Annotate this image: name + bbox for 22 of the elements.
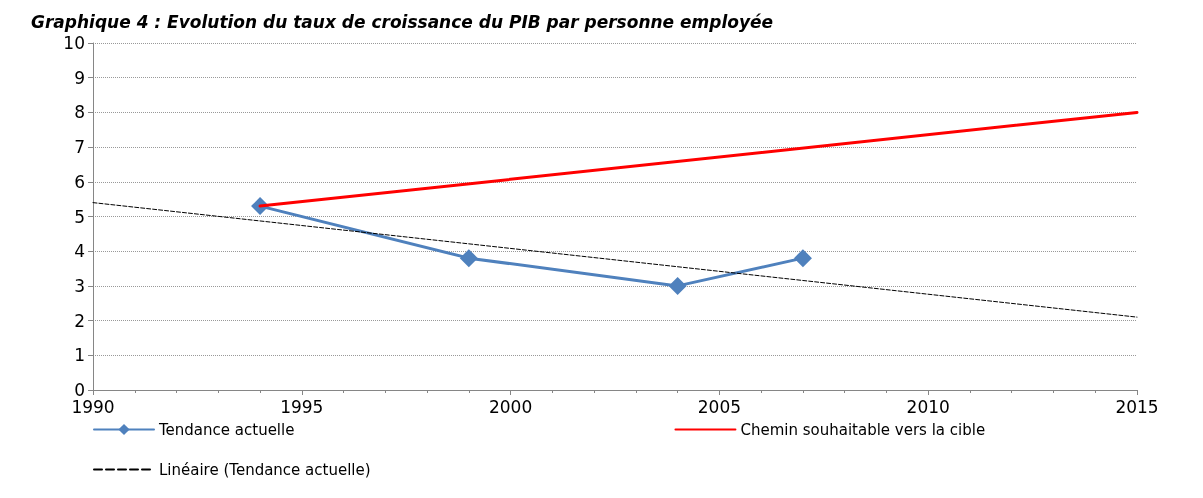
- point: [459, 249, 478, 268]
- chart-title: Graphique 4 : Evolution du taux de croissance du PIB par personne employée: [31, 11, 774, 32]
- x-tick-label: 2005: [697, 396, 742, 417]
- x-tick-label: 2015: [1115, 396, 1159, 417]
- point: [793, 249, 812, 268]
- y-tick-label: 8: [74, 102, 85, 123]
- y-tick-label: 9: [74, 67, 85, 88]
- y-tick-label: 2: [74, 310, 85, 331]
- x-tick-label: 1995: [280, 396, 324, 417]
- y-tick-label: 3: [74, 275, 85, 296]
- point: [668, 276, 687, 295]
- y-tick-label: 4: [74, 241, 85, 262]
- y-tick-label: 7: [74, 137, 85, 158]
- legend-label: Linéaire (Tendance actuelle): [159, 460, 371, 479]
- legend-label: Tendance actuelle: [158, 420, 295, 439]
- legend-label: Chemin souhaitable vers la cible: [740, 420, 986, 439]
- x-tick-label: 2010: [906, 396, 950, 417]
- x-tick-label: 2000: [488, 396, 533, 417]
- y-tick-label: 5: [74, 206, 85, 227]
- y-tick-label: 1: [74, 345, 85, 366]
- y-tick-label: 6: [74, 171, 85, 192]
- y-tick-label: 10: [63, 33, 85, 53]
